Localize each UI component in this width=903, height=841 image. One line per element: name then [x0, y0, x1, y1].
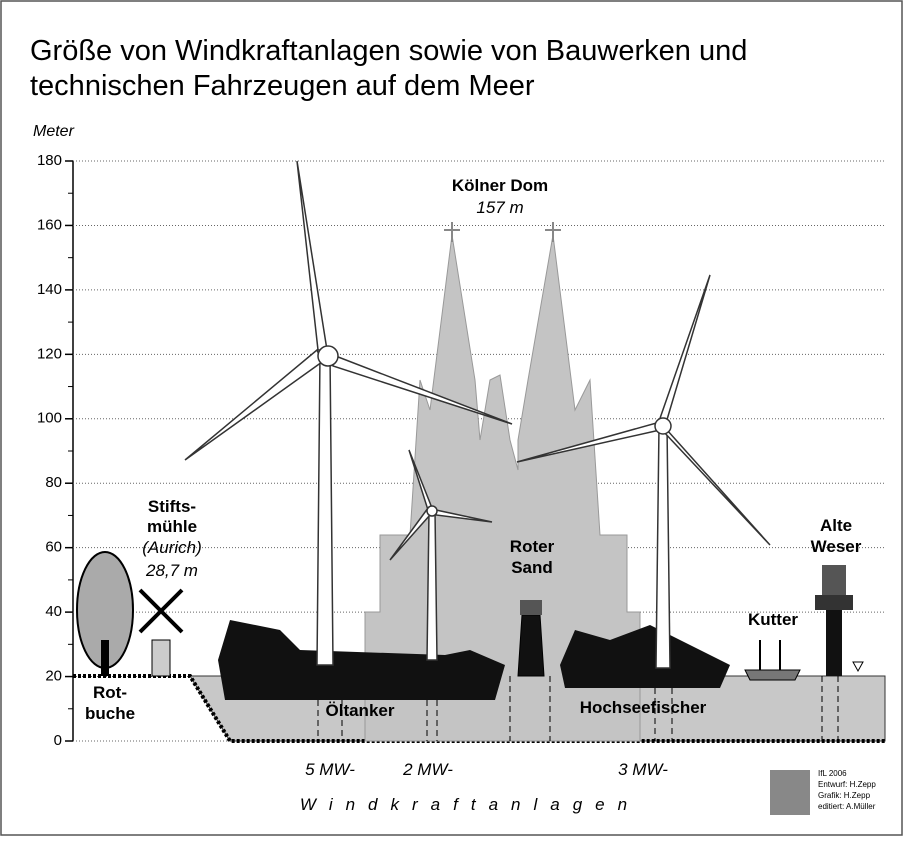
label: (Aurich)	[142, 538, 202, 557]
turbines	[184, 160, 771, 669]
label: Stifts-	[148, 497, 196, 516]
cutter	[744, 669, 801, 681]
label: 3 MW-	[618, 760, 668, 779]
label: Weser	[811, 537, 862, 556]
label: Roter	[510, 537, 555, 556]
label: mühle	[147, 517, 197, 536]
label: Windkraftanlagen	[300, 795, 640, 814]
y-tick-label: 100	[37, 410, 62, 427]
fishing-ship	[560, 625, 730, 688]
title: technischen Fahrzeugen auf dem Meer	[30, 70, 535, 102]
label: 2 MW-	[402, 760, 453, 779]
y-tick-label: 160	[37, 216, 62, 233]
logo	[770, 770, 810, 815]
credit: Grafik: H.Zepp	[818, 791, 871, 800]
lighthouse-alte-weser	[826, 610, 842, 676]
label: 5 MW-	[305, 760, 355, 779]
crosses	[444, 222, 561, 242]
axis-label: Meter	[33, 123, 75, 140]
cutter-mast	[759, 640, 781, 670]
label: Öltanker	[326, 701, 395, 720]
lighthouse-roter-sand	[517, 614, 545, 677]
label: Hochseefischer	[580, 698, 707, 717]
y-tick-label: 180	[37, 152, 62, 169]
sea-level-marker	[852, 661, 864, 673]
credit: IfL 2006	[818, 769, 847, 778]
label: Alte	[820, 516, 852, 535]
label: 28,7 m	[145, 561, 198, 580]
label: Sand	[511, 558, 553, 577]
y-tick-label: 40	[45, 603, 62, 620]
lighthouse-top	[520, 600, 542, 615]
lighthouse-top	[815, 595, 853, 610]
y-tick-label: 60	[45, 539, 62, 556]
label: Kölner Dom	[452, 176, 548, 195]
label: Rot-	[93, 683, 127, 702]
label: 157 m	[476, 198, 523, 217]
foundations	[317, 676, 839, 741]
credit: Entwurf: H.Zepp	[818, 780, 876, 789]
y-tick-label: 0	[54, 732, 62, 749]
credit: editiert: A.Müller	[818, 802, 876, 811]
windmill	[151, 639, 171, 677]
y-tick-label: 140	[37, 281, 62, 298]
tree-trunk	[101, 640, 109, 676]
label: buche	[85, 704, 135, 723]
label: Kutter	[748, 610, 798, 629]
y-tick-label: 80	[45, 474, 62, 491]
oil-tanker	[218, 620, 505, 700]
lighthouse-lantern	[822, 565, 846, 595]
y-tick-label: 20	[45, 668, 62, 685]
y-tick-label: 120	[37, 345, 62, 362]
windmill-sails	[138, 588, 184, 634]
title: Größe von Windkraftanlagen sowie von Bau…	[30, 35, 747, 67]
